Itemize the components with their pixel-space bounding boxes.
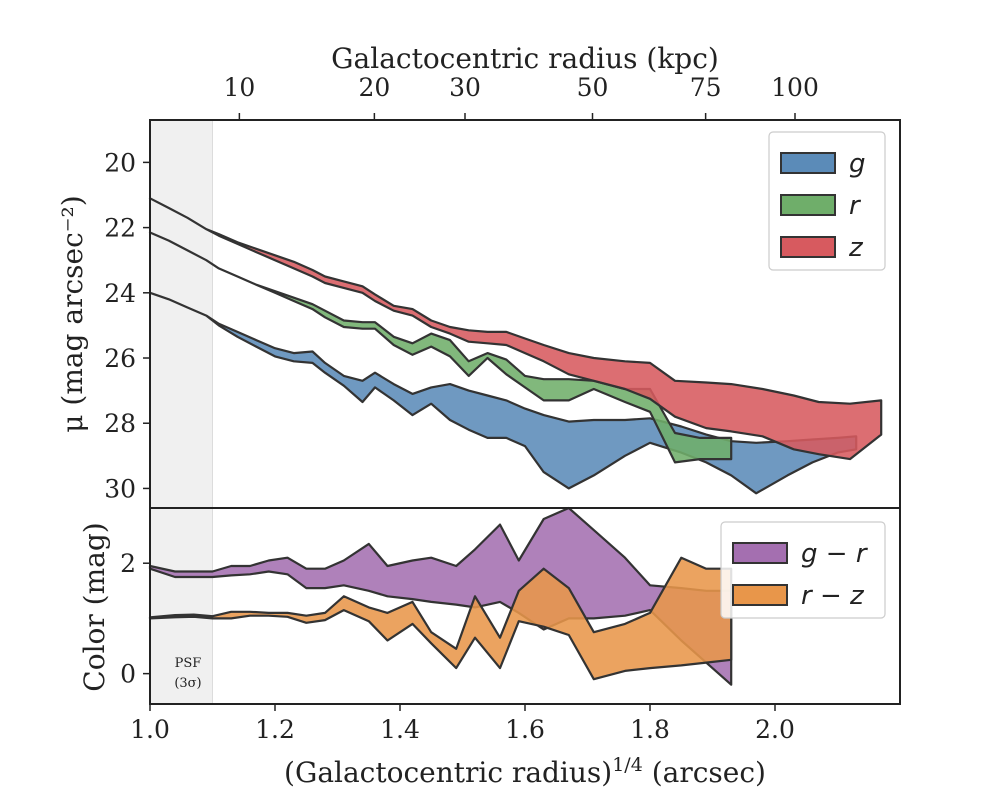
legend-label: r — [849, 191, 862, 221]
legend-label: z — [848, 233, 864, 263]
x-tick-label: 1.2 — [255, 715, 295, 744]
top-x-tick-label: 100 — [771, 73, 819, 102]
x-tick-label: 2.0 — [755, 715, 795, 744]
magnitude-y-tick-label: 24 — [104, 279, 136, 308]
legend-swatch — [732, 584, 788, 606]
magnitude-band-z — [148, 197, 883, 461]
psf-sublabel: (3σ) — [174, 676, 201, 691]
top-x-tick-label: 20 — [358, 73, 390, 102]
psf-label: PSF — [175, 656, 202, 671]
color-y-axis-title: Color (mag) — [78, 522, 111, 691]
color-panel-series — [148, 506, 733, 686]
x-tick-label: 1.4 — [380, 715, 420, 744]
color-legend: g − r r − z — [720, 521, 886, 619]
bottom-x-axis-title: (Galactocentric radius)1/4 (arcsec) — [284, 754, 766, 789]
x-tick-label: 1.8 — [630, 715, 670, 744]
axis-ticks: 1.0 1.2 1.4 1.6 1.8 2.010 20 30 50 75 100202224262… — [104, 73, 819, 744]
legend-swatch — [780, 236, 836, 258]
top-x-tick-label: 10 — [223, 73, 255, 102]
legend-swatch — [780, 152, 836, 174]
legend-label: r − z — [801, 581, 865, 611]
magnitude-y-tick-label: 22 — [104, 214, 136, 243]
magnitude-y-tick-label: 26 — [104, 344, 136, 373]
magnitude-legend: grz — [768, 131, 886, 271]
magnitude-y-tick-label: 20 — [104, 148, 136, 177]
top-axis-title: Galactocentric radius (kpc) — [331, 42, 719, 75]
x-tick-label: 1.0 — [130, 715, 170, 744]
x-tick-label: 1.6 — [505, 715, 545, 744]
magnitude-y-tick-label: 28 — [104, 409, 136, 438]
legend-label: g − r — [801, 539, 869, 569]
top-x-tick-label: 30 — [449, 73, 481, 102]
magnitude-y-axis-title: μ (mag arcsec⁻²) — [56, 195, 89, 432]
color-band-g-r — [148, 506, 733, 686]
legend-swatch — [780, 194, 836, 216]
legend-label: g — [849, 149, 866, 179]
magnitude-panel-series — [148, 197, 883, 495]
color-y-tick-label: 2 — [120, 549, 136, 578]
top-x-tick-label: 75 — [690, 73, 722, 102]
legend-swatch — [732, 542, 788, 564]
psf-region-bottom — [149, 507, 213, 705]
color-y-tick-label: 0 — [120, 660, 136, 689]
magnitude-band-r — [148, 231, 733, 464]
color-band-r-z — [148, 556, 733, 681]
top-x-tick-label: 50 — [577, 73, 609, 102]
magnitude-y-tick-label: 30 — [104, 474, 136, 503]
